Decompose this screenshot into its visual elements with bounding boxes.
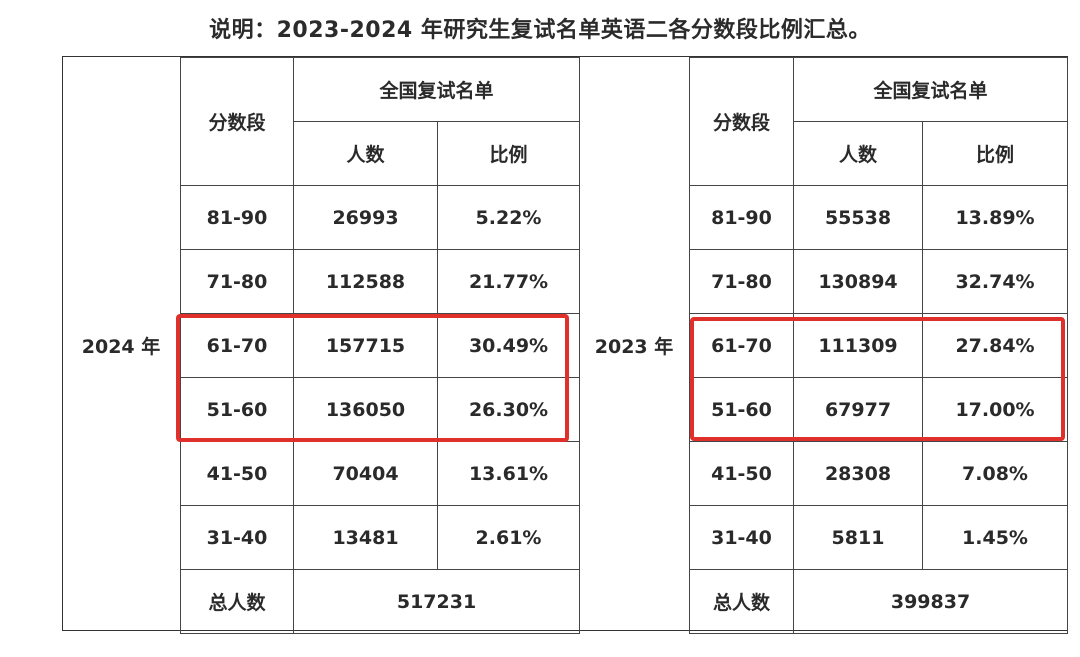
- table-row: 41-50 28308 7.08%: [689, 441, 1069, 506]
- cell-ratio: 17.00%: [921, 377, 1069, 442]
- table-row: 71-80 130894 32.74%: [689, 249, 1069, 314]
- table-row: 81-90 55538 13.89%: [689, 185, 1069, 250]
- table-row: 61-70 111309 27.84%: [689, 313, 1069, 378]
- cell-count: 55538: [793, 185, 923, 250]
- total-label: 总人数: [180, 569, 294, 634]
- cell-ratio: 1.45%: [921, 505, 1069, 570]
- score-table-2024: 分数段 全国复试名单 人数 比例 81-90 26993 5.22% 71-80…: [180, 57, 581, 634]
- cell-ratio: 26.30%: [436, 377, 581, 442]
- header-score-range: 分数段: [689, 57, 794, 186]
- header-score-range: 分数段: [180, 57, 294, 186]
- cell-ratio: 2.61%: [436, 505, 581, 570]
- cell-range: 81-90: [180, 185, 294, 250]
- table-row: 31-40 13481 2.61%: [180, 505, 581, 570]
- document-title: 说明：2023-2024 年研究生复试名单英语二各分数段比例汇总。: [209, 18, 871, 43]
- table-row: 51-60 136050 26.30%: [180, 377, 581, 442]
- cell-range: 31-40: [180, 505, 294, 570]
- highlight-box-2024: [176, 314, 569, 442]
- cell-ratio: 32.74%: [921, 249, 1069, 314]
- cell-ratio: 30.49%: [436, 313, 581, 378]
- header-ratio: 比例: [436, 121, 581, 186]
- cell-count: 130894: [793, 249, 923, 314]
- cell-count: 26993: [293, 185, 438, 250]
- cell-count: 70404: [293, 441, 438, 506]
- cell-count: 136050: [293, 377, 438, 442]
- table-row: 41-50 70404 13.61%: [180, 441, 581, 506]
- cell-range: 71-80: [689, 249, 794, 314]
- cell-range: 61-70: [689, 313, 794, 378]
- total-label: 总人数: [689, 569, 794, 634]
- header-group: 全国复试名单: [292, 57, 581, 122]
- cell-ratio: 5.22%: [436, 185, 581, 250]
- table-row: 31-40 5811 1.45%: [689, 505, 1069, 570]
- table-row: 71-80 112588 21.77%: [180, 249, 581, 314]
- cell-range: 51-60: [180, 377, 294, 442]
- total-value: 517231: [292, 569, 581, 634]
- cell-range: 61-70: [180, 313, 294, 378]
- cell-ratio: 13.61%: [436, 441, 581, 506]
- year-label-2023: 2023 年: [594, 336, 674, 358]
- total-value: 399837: [792, 569, 1069, 634]
- cell-range: 41-50: [180, 441, 294, 506]
- cell-count: 112588: [293, 249, 438, 314]
- cell-count: 111309: [793, 313, 923, 378]
- cell-ratio: 21.77%: [436, 249, 581, 314]
- cell-range: 31-40: [689, 505, 794, 570]
- cell-range: 81-90: [689, 185, 794, 250]
- header-group: 全国复试名单: [792, 57, 1069, 122]
- year-label-2024: 2024 年: [81, 336, 161, 358]
- cell-range: 41-50: [689, 441, 794, 506]
- highlight-box-2023: [690, 317, 1065, 441]
- total-row: 总人数 399837: [689, 569, 1069, 634]
- cell-count: 28308: [793, 441, 923, 506]
- header-count: 人数: [293, 121, 438, 186]
- score-table-2023: 分数段 全国复试名单 人数 比例 81-90 55538 13.89% 71-8…: [689, 57, 1069, 634]
- total-row: 总人数 517231: [180, 569, 581, 634]
- header-ratio: 比例: [921, 121, 1069, 186]
- cell-count: 5811: [793, 505, 923, 570]
- cell-ratio: 13.89%: [921, 185, 1069, 250]
- cell-count: 67977: [793, 377, 923, 442]
- header-count: 人数: [793, 121, 923, 186]
- table-row: 61-70 157715 30.49%: [180, 313, 581, 378]
- cell-range: 71-80: [180, 249, 294, 314]
- cell-ratio: 7.08%: [921, 441, 1069, 506]
- cell-ratio: 27.84%: [921, 313, 1069, 378]
- table-row: 81-90 26993 5.22%: [180, 185, 581, 250]
- cell-count: 13481: [293, 505, 438, 570]
